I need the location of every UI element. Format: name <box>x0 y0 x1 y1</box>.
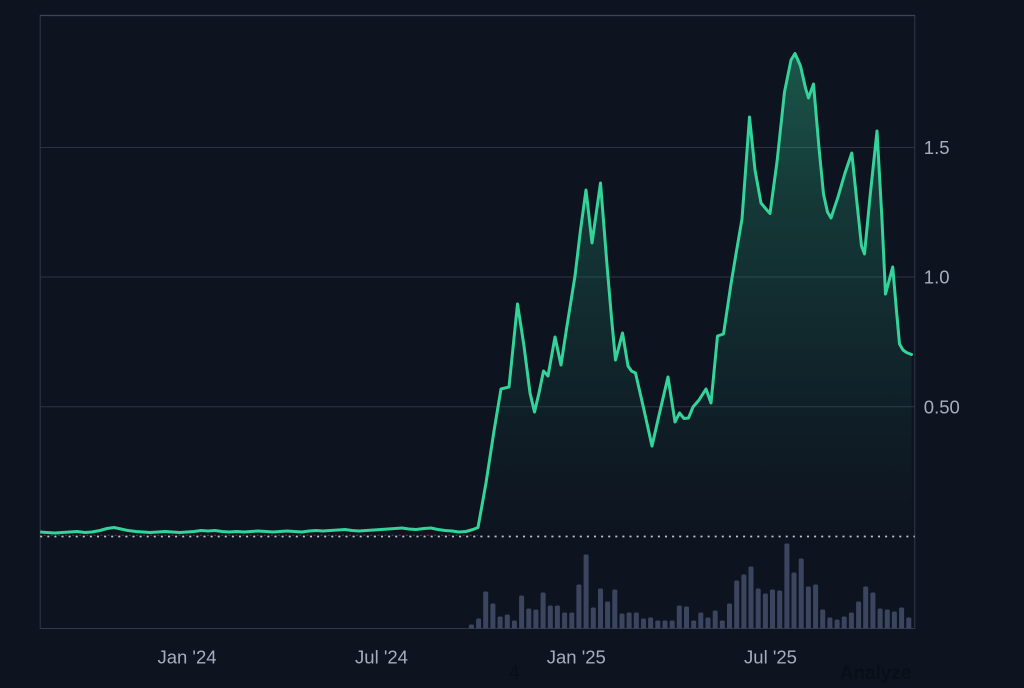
svg-text:Analyze: Analyze <box>840 663 912 683</box>
svg-text:1.0: 1.0 <box>924 267 950 288</box>
svg-text:Jul '24: Jul '24 <box>355 646 408 667</box>
svg-text:0.50: 0.50 <box>924 396 960 417</box>
svg-text:4: 4 <box>509 662 520 683</box>
svg-text:Jan '24: Jan '24 <box>157 646 216 667</box>
svg-text:Jul '25: Jul '25 <box>744 646 797 667</box>
svg-text:1.5: 1.5 <box>924 137 950 158</box>
svg-text:Jan '25: Jan '25 <box>547 646 606 667</box>
